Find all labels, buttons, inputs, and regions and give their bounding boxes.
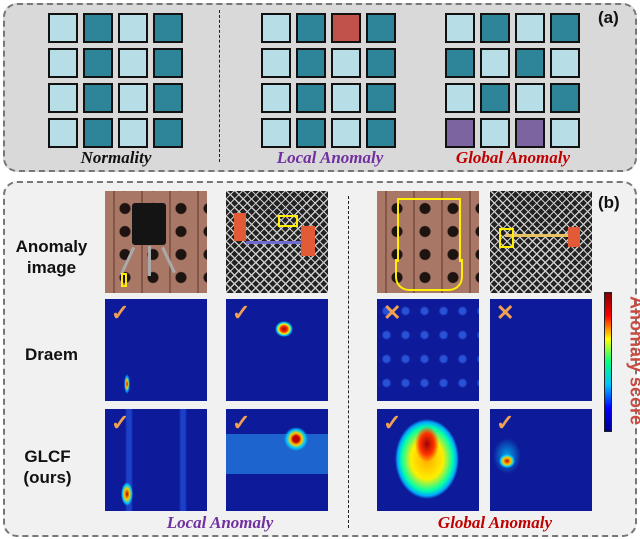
grid-cell	[296, 13, 326, 43]
row-label-glcf: GLCF (ours)	[23, 447, 72, 487]
grid-cell	[480, 118, 510, 148]
grid-cell	[366, 13, 396, 43]
check-icon: ✓	[111, 300, 130, 325]
grid-cell	[550, 83, 580, 113]
group-label-local-b: Local Anomaly	[166, 513, 274, 532]
grid-cell	[550, 48, 580, 78]
grid-cell	[296, 83, 326, 113]
grid-cell	[261, 83, 291, 113]
grid-cell	[153, 13, 183, 43]
grid-cell	[83, 83, 113, 113]
divider	[219, 10, 220, 162]
glcf-heatmap-2: ✓	[226, 409, 328, 511]
grid-cell	[118, 118, 148, 148]
grid-cell	[48, 48, 78, 78]
cross-icon: ✕	[496, 300, 515, 325]
grid-cell	[118, 13, 148, 43]
check-icon: ✓	[496, 410, 515, 435]
panel-b-tag: (b)	[598, 193, 620, 212]
row-label-anomaly-image: Anomaly image	[15, 237, 88, 277]
check-icon: ✓	[232, 300, 251, 325]
anomaly-image-pcb	[377, 191, 479, 293]
grid-local-anomaly	[261, 13, 396, 148]
anomaly-image-cable	[226, 191, 328, 293]
anomaly-region	[397, 198, 461, 262]
grid-cell	[118, 48, 148, 78]
grid-cell	[445, 83, 475, 113]
grid-cell	[445, 13, 475, 43]
group-label-global: Global Anomaly	[455, 148, 571, 167]
grid-cell	[515, 118, 545, 148]
glcf-heatmap-3: ✓	[377, 409, 479, 511]
colorbar-label: Anomaly score	[626, 295, 640, 426]
grid-cell	[515, 83, 545, 113]
grid-cell	[153, 118, 183, 148]
draem-heatmap-1: ✓	[105, 299, 207, 401]
grid-cell	[366, 83, 396, 113]
cross-icon: ✕	[383, 300, 402, 325]
check-icon: ✓	[111, 410, 130, 435]
grid-cell	[296, 48, 326, 78]
draem-heatmap-2: ✓	[226, 299, 328, 401]
grid-cell	[480, 83, 510, 113]
grid-cell	[331, 83, 361, 113]
grid-cell	[550, 13, 580, 43]
grid-cell	[261, 118, 291, 148]
glcf-heatmap-1: ✓	[105, 409, 207, 511]
draem-heatmap-4: ✕	[490, 299, 592, 401]
draem-heatmap-3: ✕	[377, 299, 479, 401]
grid-global-anomaly	[445, 13, 580, 148]
grid-cell	[83, 118, 113, 148]
grid-cell	[261, 13, 291, 43]
group-label-local: Local Anomaly	[276, 148, 384, 167]
grid-cell	[515, 13, 545, 43]
divider	[348, 196, 349, 528]
grid-cell	[366, 48, 396, 78]
group-label-global-b: Global Anomaly	[437, 513, 553, 532]
grid-cell	[83, 13, 113, 43]
grid-cell	[445, 118, 475, 148]
grid-cell	[261, 48, 291, 78]
grid-cell	[331, 13, 361, 43]
grid-cell	[48, 83, 78, 113]
grid-cell	[550, 118, 580, 148]
anomaly-image-cable-global	[490, 191, 592, 293]
row-label-draem: Draem	[25, 345, 78, 364]
check-icon: ✓	[232, 410, 251, 435]
grid-cell	[296, 118, 326, 148]
anomaly-image-transistor	[105, 191, 207, 293]
anomaly-box	[278, 215, 298, 227]
group-label-normality: Normality	[80, 148, 152, 167]
anomaly-box	[121, 273, 127, 287]
panel-a-tag: (a)	[598, 8, 619, 27]
grid-normality	[48, 13, 183, 148]
grid-cell	[366, 118, 396, 148]
grid-cell	[118, 83, 148, 113]
grid-cell	[48, 118, 78, 148]
grid-cell	[445, 48, 475, 78]
grid-cell	[83, 48, 113, 78]
grid-cell	[480, 48, 510, 78]
check-icon: ✓	[383, 410, 402, 435]
grid-cell	[515, 48, 545, 78]
grid-cell	[153, 83, 183, 113]
anomaly-box	[499, 228, 514, 248]
grid-cell	[331, 118, 361, 148]
grid-cell	[331, 48, 361, 78]
colorbar	[604, 292, 612, 432]
grid-cell	[153, 48, 183, 78]
glcf-heatmap-4: ✓	[490, 409, 592, 511]
grid-cell	[48, 13, 78, 43]
grid-cell	[480, 13, 510, 43]
